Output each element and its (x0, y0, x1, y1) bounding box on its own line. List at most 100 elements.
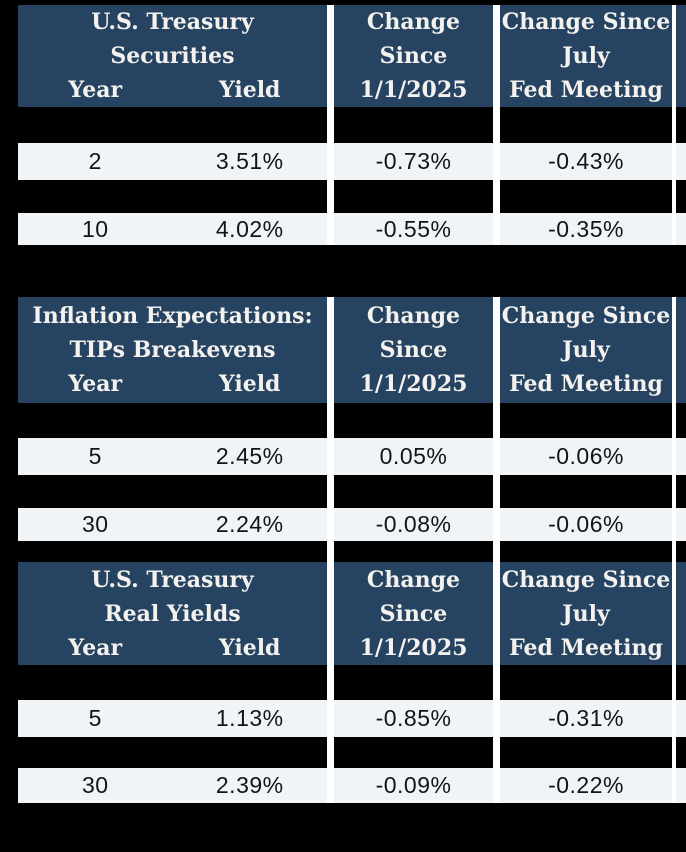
header-line: Change Since (501, 303, 671, 329)
year-column-label: Year (68, 371, 123, 397)
year-column-label: Year (68, 634, 123, 661)
change-since-jan-value: -0.85% (334, 700, 493, 737)
change-since-jan-value: -0.09% (334, 768, 493, 803)
header-line: Since (379, 337, 448, 363)
header-line: Change Since (501, 9, 671, 35)
section-title-line: TIPs Breakevens (69, 337, 276, 363)
header-tips-breakevens: Inflation Expectations: TIPs Breakevens … (18, 297, 686, 403)
header-line: Since (379, 43, 448, 69)
header-col-change-since-fed: Change Since July Fed Meeting (500, 297, 672, 403)
change-since-fed-value: -0.06% (500, 508, 672, 541)
separator-band (18, 475, 686, 508)
column-gutter (493, 508, 500, 541)
column-gutter (672, 508, 676, 541)
year-value: 30 (81, 511, 109, 537)
yield-value: 4.02% (215, 215, 284, 242)
year-yield-cell: 5 2.45% (18, 438, 327, 475)
change-since-jan-value: -0.55% (334, 213, 493, 245)
yield-value: 1.13% (215, 705, 284, 731)
column-gutter (672, 213, 676, 245)
header-col-change-since-jan: Change Since 1/1/2025 (334, 297, 493, 403)
column-gutter (493, 213, 500, 245)
column-gutter (672, 297, 676, 403)
cutoff-column-sliver (676, 562, 686, 665)
column-gutter (672, 143, 676, 180)
separator-band (18, 180, 686, 213)
header-line: Change (366, 566, 461, 593)
header-line: July (562, 43, 610, 69)
section-title-line: Securities (110, 43, 235, 69)
column-gutter (493, 143, 500, 180)
header-line: Change (366, 303, 461, 329)
cutoff-column-sliver (676, 143, 686, 180)
column-gutter (327, 143, 334, 180)
year-yield-labels: Year Yield (18, 631, 327, 665)
column-gutter (327, 508, 334, 541)
header-line: Fed Meeting (509, 371, 663, 397)
table-row: 30 2.24% -0.08% -0.06% (18, 508, 686, 541)
change-since-fed-value: -0.31% (500, 700, 672, 737)
header-treasury-securities: U.S. Treasury Securities Year Yield Chan… (18, 5, 686, 107)
header-line: Since (379, 600, 448, 627)
year-yield-labels: Year Yield (18, 73, 327, 107)
column-gutter (327, 297, 334, 403)
section-title-line: U.S. Treasury (91, 9, 254, 35)
column-gutter (493, 768, 500, 803)
table-row: 5 2.45% 0.05% -0.06% (18, 438, 686, 475)
column-gutter (327, 5, 334, 107)
column-gutter (327, 700, 334, 737)
header-col-change-since-jan: Change Since 1/1/2025 (334, 5, 493, 107)
header-col-securities: U.S. Treasury Securities Year Yield (18, 5, 327, 107)
column-gutter (672, 562, 676, 665)
header-real-yields: U.S. Treasury Real Yields Year Yield Cha… (18, 562, 686, 665)
section-title-line: U.S. Treasury (91, 566, 254, 593)
header-line: 1/1/2025 (359, 77, 468, 103)
change-since-fed-value: -0.06% (500, 438, 672, 475)
cutoff-column-sliver (676, 5, 686, 107)
year-yield-cell: 5 1.13% (18, 700, 327, 737)
yield-column-label: Yield (219, 77, 281, 103)
separator-band (18, 737, 686, 768)
column-gutter (327, 768, 334, 803)
change-since-jan-value: 0.05% (334, 438, 493, 475)
table-row: 10 4.02% -0.55% -0.35% (18, 213, 686, 245)
year-column-label: Year (68, 77, 123, 103)
change-since-fed-value: -0.35% (500, 213, 672, 245)
yield-value: 2.39% (215, 772, 284, 798)
column-gutter (327, 213, 334, 245)
column-gutter (327, 562, 334, 665)
column-gutter (493, 700, 500, 737)
change-since-jan-value: -0.73% (334, 143, 493, 180)
bottom-margin (18, 803, 686, 852)
header-line: Change (366, 9, 461, 35)
year-yield-cell: 10 4.02% (18, 213, 327, 245)
cutoff-column-sliver (676, 438, 686, 475)
year-value: 2 (88, 148, 102, 174)
column-gutter (327, 438, 334, 475)
cutoff-column-sliver (676, 297, 686, 403)
top-margin (18, 0, 686, 5)
header-col-change-since-jan: Change Since 1/1/2025 (334, 562, 493, 665)
column-gutter (672, 768, 676, 803)
table-row: 2 3.51% -0.73% -0.43% (18, 143, 686, 180)
header-line: Change Since (501, 566, 671, 593)
yield-value: 2.45% (215, 443, 284, 469)
change-since-fed-value: -0.22% (500, 768, 672, 803)
column-gutter (672, 700, 676, 737)
year-yield-cell: 30 2.39% (18, 768, 327, 803)
table-row: 5 1.13% -0.85% -0.31% (18, 700, 686, 737)
year-value: 5 (88, 705, 102, 731)
change-since-jan-value: -0.08% (334, 508, 493, 541)
header-line: Fed Meeting (509, 634, 663, 661)
header-line: 1/1/2025 (359, 371, 468, 397)
cutoff-column-sliver (676, 700, 686, 737)
table-row: 30 2.39% -0.09% -0.22% (18, 768, 686, 803)
yield-value: 3.51% (215, 148, 284, 174)
column-gutter (493, 297, 500, 403)
year-value: 10 (81, 215, 109, 242)
year-yield-labels: Year Yield (18, 367, 327, 401)
year-value: 30 (81, 772, 109, 798)
section-title-line: Inflation Expectations: (32, 303, 313, 329)
header-col-change-since-fed: Change Since July Fed Meeting (500, 562, 672, 665)
header-line: 1/1/2025 (359, 634, 468, 661)
